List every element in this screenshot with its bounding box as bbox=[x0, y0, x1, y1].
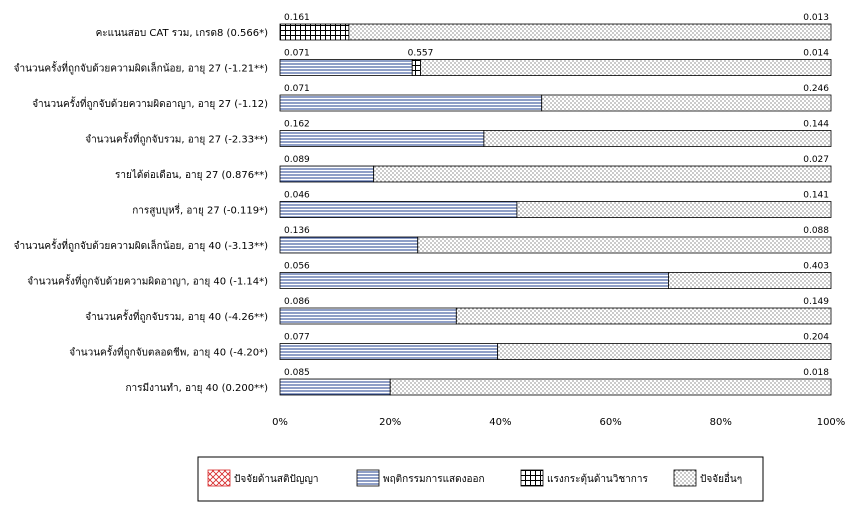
bar-segment bbox=[668, 272, 832, 289]
category-label: จำนวนครั้งที่ถูกจับด้วยความผิดอาญา, อายุ… bbox=[27, 274, 268, 288]
x-tick-label: 100% bbox=[817, 417, 846, 428]
value-label-right: 0.246 bbox=[803, 84, 829, 94]
value-label-left: 0.071 bbox=[284, 84, 310, 94]
bar-segment bbox=[279, 165, 375, 183]
x-tick-label: 40% bbox=[489, 417, 511, 428]
legend-label: แรงกระตุ้นด้านวิชาการ bbox=[547, 473, 648, 485]
bar-segment bbox=[483, 130, 832, 147]
value-label-left: 0.162 bbox=[284, 120, 310, 130]
category-label: การสูบบุหรี่, อายุ 27 (-0.119*) bbox=[132, 203, 268, 217]
value-label-right: 0.088 bbox=[803, 226, 829, 236]
value-label-right: 0.149 bbox=[803, 297, 829, 307]
bar-segment bbox=[389, 378, 832, 396]
value-label-left: 0.086 bbox=[284, 297, 310, 307]
legend-box bbox=[197, 456, 764, 502]
category-label: จำนวนครั้งที่ถูกจับด้วยความผิดเล็กน้อย, … bbox=[14, 61, 268, 75]
bar-segment bbox=[497, 343, 832, 360]
bar-segment bbox=[411, 59, 421, 76]
bar-segment bbox=[279, 59, 413, 76]
bar-segment bbox=[373, 165, 832, 183]
bars-layer bbox=[279, 23, 832, 396]
value-label-right: 0.144 bbox=[803, 120, 829, 130]
bar-segment bbox=[541, 94, 832, 112]
category-label: คะแนนสอบ CAT รวม, เกรด8 (0.566*) bbox=[96, 28, 268, 39]
bar-segment bbox=[279, 130, 485, 147]
legend-label: ปัจจัยอื่นๆ bbox=[700, 471, 742, 485]
bar-segment bbox=[279, 378, 391, 396]
value-label-right: 0.013 bbox=[803, 13, 829, 23]
value-label-left: 0.071 bbox=[284, 49, 310, 59]
category-label: รายได้ต่อเดือน, อายุ 27 (0.876**) bbox=[115, 169, 268, 181]
value-label-left: 0.089 bbox=[284, 155, 310, 165]
legend-swatch bbox=[673, 469, 697, 487]
x-tick-label: 20% bbox=[379, 417, 401, 428]
legend-swatch bbox=[207, 469, 231, 487]
value-label-right: 0.403 bbox=[803, 262, 829, 272]
value-label-mid: 0.557 bbox=[408, 49, 434, 59]
value-label-left: 0.136 bbox=[284, 226, 310, 236]
legend-label: พฤติกรรมการแสดงออก bbox=[383, 474, 485, 485]
bar-segment bbox=[279, 201, 518, 218]
value-label-left: 0.077 bbox=[284, 333, 310, 343]
value-label-left: 0.046 bbox=[284, 191, 310, 201]
bar-segment bbox=[279, 23, 350, 41]
value-label-right: 0.027 bbox=[803, 155, 829, 165]
x-tick-label: 60% bbox=[599, 417, 621, 428]
x-tick-label: 80% bbox=[710, 417, 732, 428]
bar-segment bbox=[279, 272, 669, 289]
legend-swatch bbox=[520, 469, 544, 487]
bar-segment bbox=[279, 343, 499, 360]
legend-label: ปัจจัยด้านสติปัญญา bbox=[234, 473, 318, 485]
bar-segment bbox=[279, 236, 419, 254]
value-label-right: 0.018 bbox=[803, 368, 829, 378]
value-label-right: 0.014 bbox=[803, 49, 829, 59]
legend: ปัจจัยด้านสติปัญญา พฤติกรรมการแสดงออก แรงก… bbox=[197, 456, 764, 502]
bar-segment bbox=[455, 307, 832, 325]
value-label-right: 0.141 bbox=[803, 191, 829, 201]
value-label-right: 0.204 bbox=[803, 333, 829, 343]
category-label: การมีงานทำ, อายุ 40 (0.200**) bbox=[125, 382, 268, 394]
bar-segment bbox=[516, 201, 832, 218]
labels-layer: คะแนนสอบ CAT รวม, เกรด8 (0.566*) 0.161 0.0… bbox=[14, 13, 830, 394]
x-axis: 0% 20% 40% 60% 80% 100% bbox=[272, 417, 845, 428]
value-label-left: 0.056 bbox=[284, 262, 310, 272]
category-label: จำนวนครั้งที่ถูกจับด้วยความผิดเล็กน้อย, … bbox=[14, 238, 268, 252]
bar-segment bbox=[417, 236, 832, 254]
bar-segment bbox=[348, 23, 832, 41]
category-label: จำนวนครั้งที่ถูกจับด้วยความผิดอาญา, อายุ… bbox=[32, 96, 268, 110]
bar-segment bbox=[279, 94, 543, 112]
legend-swatch bbox=[356, 469, 380, 487]
value-label-left: 0.085 bbox=[284, 368, 310, 378]
x-tick-label: 0% bbox=[272, 417, 288, 428]
value-label-left: 0.161 bbox=[284, 13, 310, 23]
category-label: จำนวนครั้งที่ถูกจับรวม, อายุ 27 (-2.33**… bbox=[85, 132, 268, 146]
bar-segment bbox=[279, 307, 457, 325]
bar-segment bbox=[420, 59, 832, 76]
category-label: จำนวนครั้งที่ถูกจับตลอดชีพ, อายุ 40 (-4.… bbox=[69, 345, 268, 359]
category-label: จำนวนครั้งที่ถูกจับรวม, อายุ 40 (-4.26**… bbox=[85, 309, 268, 323]
